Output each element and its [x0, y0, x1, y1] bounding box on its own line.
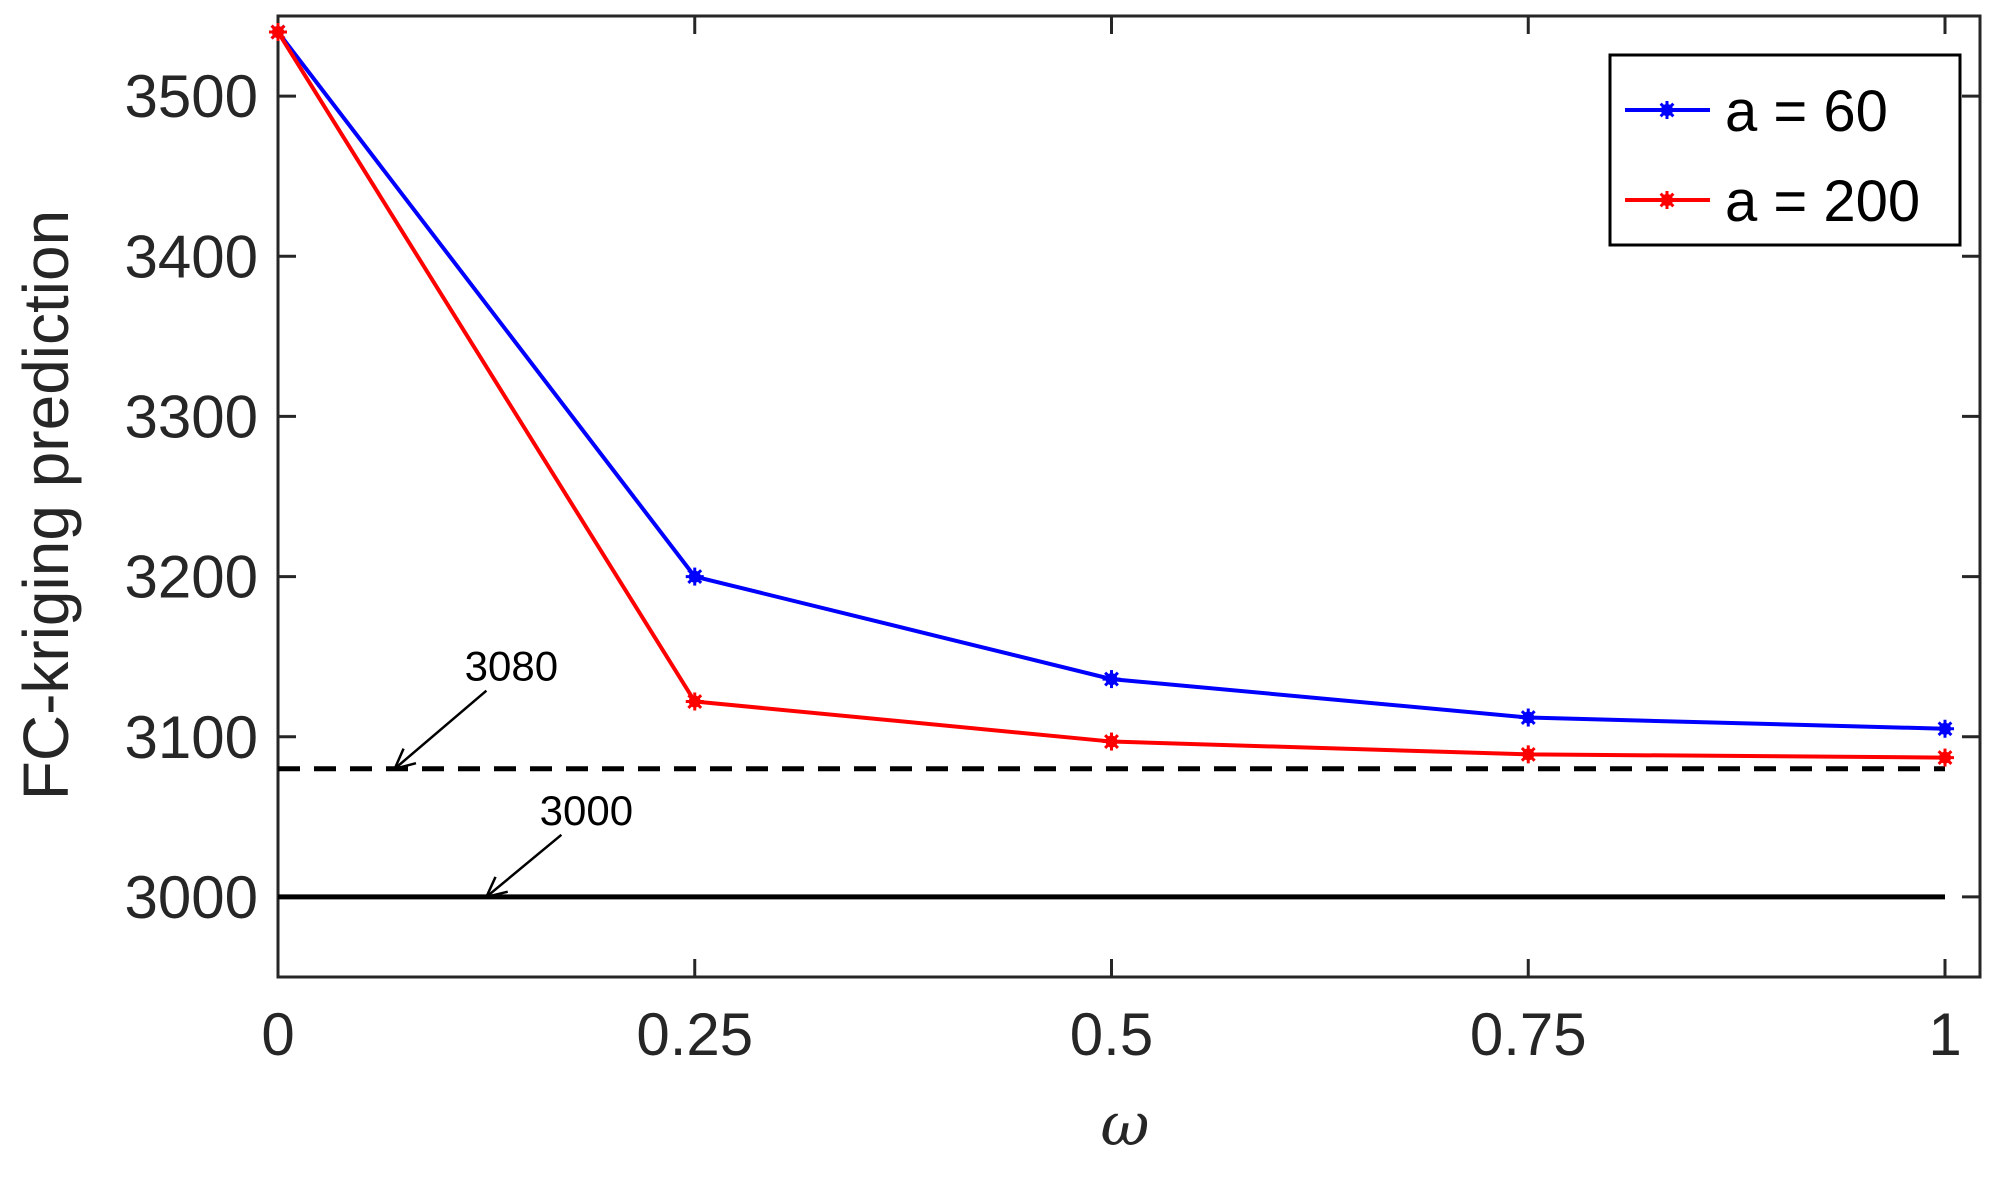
- data-point-series-1: [1103, 670, 1121, 688]
- x-tick-label: 0.75: [1470, 1001, 1587, 1068]
- marker-dot: [1106, 673, 1118, 685]
- data-point-series-1: [686, 568, 704, 586]
- marker-dot: [1939, 752, 1951, 764]
- legend-marker-2: [1658, 191, 1676, 209]
- y-tick-label: 3300: [125, 383, 258, 450]
- marker-dot: [1939, 723, 1951, 735]
- marker-dot: [689, 571, 701, 583]
- y-tick-label: 3500: [125, 63, 258, 130]
- marker-dot: [1522, 748, 1534, 760]
- data-point-series-1: [1936, 720, 1954, 738]
- y-tick-label: 3200: [125, 544, 258, 611]
- marker-dot: [689, 696, 701, 708]
- x-tick-label: 0.5: [1070, 1001, 1153, 1068]
- y-tick-label: 3400: [125, 223, 258, 290]
- data-point-series-2: [1103, 733, 1121, 751]
- data-point-series-2: [1519, 745, 1537, 763]
- legend-label-1: a = 60: [1725, 79, 1888, 144]
- marker-dot: [1661, 194, 1673, 206]
- marker-dot: [1106, 736, 1118, 748]
- data-point-series-2: [269, 23, 287, 41]
- annotation-label: 3000: [540, 787, 633, 834]
- x-tick-label: 1: [1928, 1001, 1961, 1068]
- data-point-series-2: [1936, 749, 1954, 767]
- marker-dot: [1661, 104, 1673, 116]
- x-tick-label: 0.25: [636, 1001, 753, 1068]
- y-tick-label: 3100: [125, 704, 258, 771]
- legend: a = 60 a = 200: [1610, 55, 1960, 245]
- y-axis-title: FC-kriging prediction: [10, 210, 82, 800]
- marker-dot: [1522, 712, 1534, 724]
- data-point-series-1: [1519, 709, 1537, 727]
- legend-marker-1: [1658, 101, 1676, 119]
- x-tick-label: 0: [261, 1001, 294, 1068]
- data-point-series-2: [686, 693, 704, 711]
- legend-label-2: a = 200: [1725, 169, 1920, 234]
- x-axis-title: ω: [1101, 1090, 1150, 1160]
- marker-dot: [272, 26, 284, 38]
- annotation-label: 3080: [465, 643, 558, 690]
- y-tick-label: 3000: [125, 864, 258, 931]
